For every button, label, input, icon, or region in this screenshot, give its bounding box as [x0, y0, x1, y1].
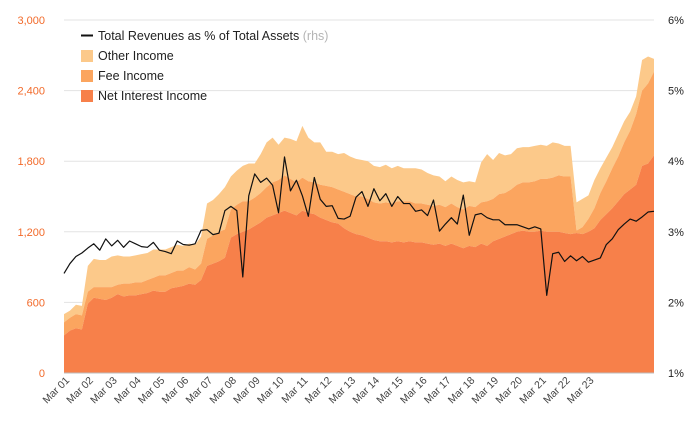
y-right-tick-label: 3%: [668, 227, 684, 239]
legend: Total Revenues as % of Total Assets (rhs…: [81, 29, 328, 103]
y-left-tick-label: 600: [27, 297, 45, 309]
stacked-areas: [64, 56, 654, 373]
legend-other-swatch: [81, 50, 93, 62]
net-interest-income-area: [64, 155, 654, 373]
y-right-tick-label: 2%: [668, 297, 684, 309]
ratio-line-layer: [63, 156, 655, 296]
y-right-tick-label: 5%: [668, 86, 684, 98]
legend-other-label: Other Income: [98, 49, 174, 63]
y-right-tick-label: 1%: [668, 368, 684, 380]
x-tick-label: Mar 23: [565, 375, 597, 407]
x-tick-label: Mar 10: [255, 375, 287, 407]
svg-text:Total Revenues as % of Total A: Total Revenues as % of Total Assets (rhs…: [98, 29, 328, 43]
y-left-tick-label: 2,400: [17, 86, 45, 98]
legend-line-note: (rhs): [303, 29, 329, 43]
legend-line-label: Total Revenues as % of Total Assets: [98, 29, 299, 43]
legend-fee-swatch: [81, 70, 93, 82]
legend-fee-label: Fee Income: [98, 69, 164, 83]
y-left-tick-label: 3,000: [17, 15, 45, 27]
total-revenue-ratio-line: [63, 156, 655, 296]
y-left-tick-label: 1,200: [17, 227, 45, 239]
fee-income-area: [64, 71, 654, 336]
y-right-tick-label: 6%: [668, 15, 684, 27]
other-income-area: [64, 56, 654, 323]
y-left-tick-label: 1,800: [17, 156, 45, 168]
legend-nii-swatch: [81, 90, 93, 102]
y-left-tick-label: 0: [39, 368, 45, 380]
legend-nii-label: Net Interest Income: [98, 89, 207, 103]
y-right-tick-label: 4%: [668, 156, 684, 168]
